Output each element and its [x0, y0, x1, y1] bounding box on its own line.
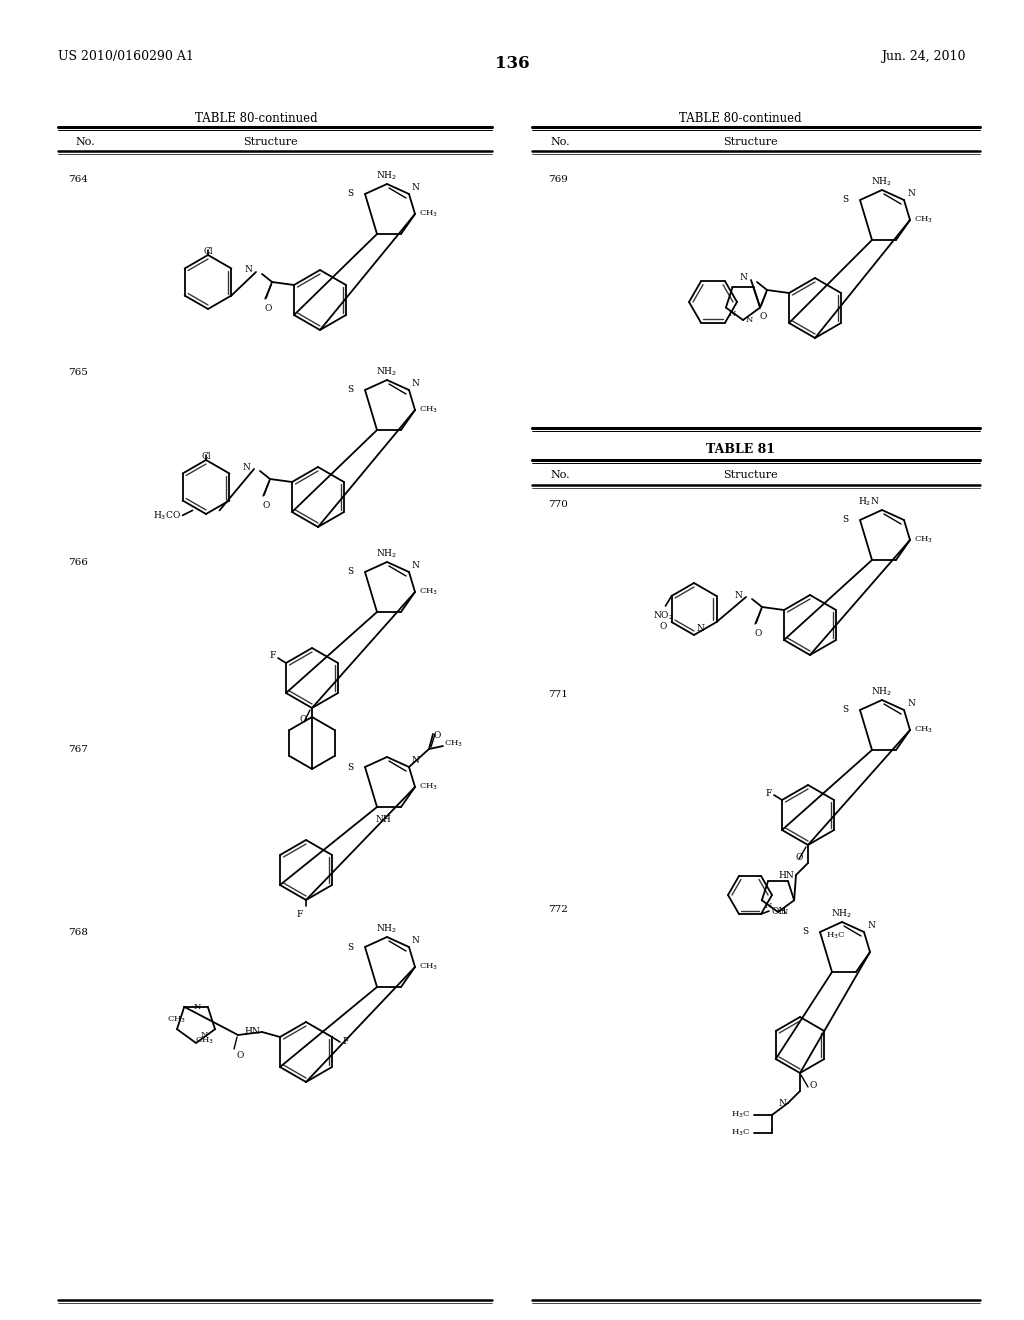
- Text: 767: 767: [68, 744, 88, 754]
- Text: CH$_3$: CH$_3$: [419, 209, 438, 219]
- Text: S: S: [347, 942, 353, 952]
- Text: N: N: [412, 183, 420, 191]
- Text: N: N: [907, 700, 914, 708]
- Text: O: O: [264, 304, 271, 313]
- Text: CH$_3$: CH$_3$: [168, 1015, 186, 1026]
- Text: N: N: [412, 561, 420, 570]
- Text: H$_3$C: H$_3$C: [731, 1127, 750, 1138]
- Text: O: O: [796, 853, 804, 862]
- Text: S: S: [347, 385, 353, 395]
- Text: HN: HN: [245, 1027, 260, 1036]
- Text: O: O: [754, 630, 762, 638]
- Text: NH$_2$: NH$_2$: [377, 169, 397, 182]
- Text: NH$_2$: NH$_2$: [871, 176, 893, 187]
- Text: O: O: [434, 731, 441, 741]
- Text: CH$_3$: CH$_3$: [419, 587, 438, 597]
- Text: 771: 771: [548, 690, 568, 700]
- Text: Jun. 24, 2010: Jun. 24, 2010: [882, 50, 966, 63]
- Text: 768: 768: [68, 928, 88, 937]
- Text: N: N: [412, 379, 420, 388]
- Text: 766: 766: [68, 558, 88, 568]
- Text: O: O: [810, 1081, 817, 1089]
- Text: 772: 772: [548, 906, 568, 913]
- Text: N: N: [734, 590, 742, 599]
- Text: N: N: [244, 265, 252, 275]
- Text: CH$_3$: CH$_3$: [914, 535, 933, 545]
- Text: US 2010/0160290 A1: US 2010/0160290 A1: [58, 50, 194, 63]
- Text: 769: 769: [548, 176, 568, 183]
- Text: Cl: Cl: [203, 247, 213, 256]
- Text: S: S: [842, 516, 848, 524]
- Text: TABLE 81: TABLE 81: [706, 444, 774, 455]
- Text: Cl: Cl: [201, 451, 211, 461]
- Text: S: S: [842, 195, 848, 205]
- Text: N: N: [696, 624, 703, 634]
- Text: Structure: Structure: [723, 137, 777, 147]
- Text: H$_3$CO: H$_3$CO: [153, 510, 180, 521]
- Text: TABLE 80-continued: TABLE 80-continued: [679, 112, 802, 125]
- Text: N: N: [778, 1098, 786, 1107]
- Text: H$_2$N: H$_2$N: [858, 495, 880, 508]
- Text: F: F: [297, 909, 303, 919]
- Text: F: F: [766, 788, 772, 797]
- Text: OH: OH: [771, 907, 786, 916]
- Text: CH$_3$: CH$_3$: [444, 739, 463, 750]
- Text: No.: No.: [75, 137, 94, 147]
- Text: CH$_3$: CH$_3$: [195, 1035, 214, 1045]
- Text: N: N: [194, 1003, 201, 1011]
- Text: H$_3$C: H$_3$C: [825, 931, 845, 941]
- Text: S: S: [842, 705, 848, 714]
- Text: No.: No.: [550, 470, 569, 480]
- Text: 136: 136: [495, 55, 529, 73]
- Text: NH$_2$: NH$_2$: [871, 685, 893, 698]
- Text: No.: No.: [550, 137, 569, 147]
- Text: O: O: [300, 715, 307, 725]
- Text: O: O: [236, 1051, 244, 1060]
- Text: N: N: [739, 273, 748, 282]
- Text: N: N: [907, 189, 914, 198]
- Text: 765: 765: [68, 368, 88, 378]
- Text: CH$_3$: CH$_3$: [914, 215, 933, 226]
- Text: N: N: [867, 921, 874, 931]
- Text: H$_3$C: H$_3$C: [731, 1110, 750, 1121]
- Text: O: O: [659, 622, 668, 631]
- Text: NH$_2$: NH$_2$: [377, 548, 397, 560]
- Text: S: S: [347, 190, 353, 198]
- Text: CH$_3$: CH$_3$: [419, 781, 438, 792]
- Text: O: O: [759, 312, 766, 321]
- Text: CH$_3$: CH$_3$: [419, 405, 438, 416]
- Text: CH$_3$: CH$_3$: [419, 962, 438, 973]
- Text: O: O: [262, 502, 269, 510]
- Text: N: N: [201, 1031, 208, 1039]
- Text: NH: NH: [375, 814, 391, 824]
- Text: N: N: [412, 756, 420, 766]
- Text: S: S: [347, 568, 353, 577]
- Text: F: F: [342, 1038, 348, 1047]
- Text: TABLE 80-continued: TABLE 80-continued: [195, 112, 317, 125]
- Text: CH$_3$: CH$_3$: [914, 725, 933, 735]
- Text: S: S: [802, 928, 808, 936]
- Text: N: N: [729, 310, 736, 318]
- Text: HN: HN: [778, 870, 794, 879]
- Text: NO$_2$: NO$_2$: [653, 610, 674, 623]
- Text: N: N: [242, 462, 250, 471]
- Text: N: N: [765, 903, 772, 911]
- Text: NH$_2$: NH$_2$: [831, 908, 853, 920]
- Text: NH$_2$: NH$_2$: [377, 366, 397, 378]
- Text: NH$_2$: NH$_2$: [377, 923, 397, 935]
- Text: N: N: [781, 908, 788, 916]
- Text: N: N: [746, 315, 754, 323]
- Text: 764: 764: [68, 176, 88, 183]
- Text: F: F: [269, 652, 276, 660]
- Text: Structure: Structure: [243, 137, 297, 147]
- Text: S: S: [347, 763, 353, 771]
- Text: 770: 770: [548, 500, 568, 510]
- Text: Structure: Structure: [723, 470, 777, 480]
- Text: N: N: [412, 936, 420, 945]
